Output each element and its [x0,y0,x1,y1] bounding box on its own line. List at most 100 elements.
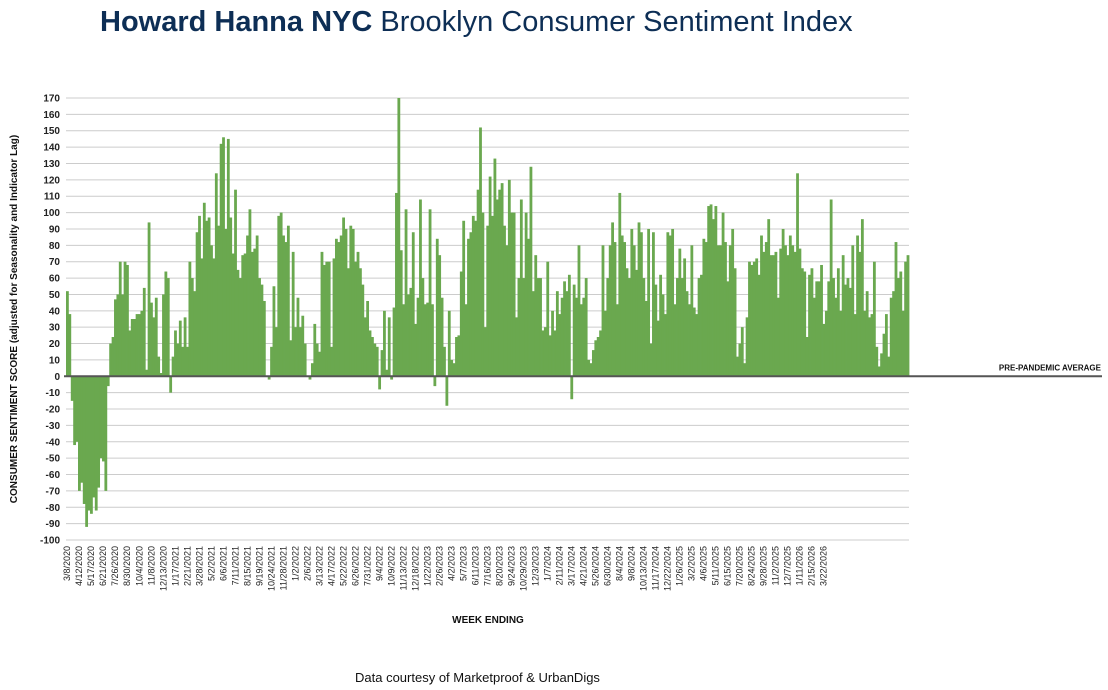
bar [558,314,562,377]
bar [366,300,370,377]
bar [87,376,91,511]
bar [757,274,761,377]
bar [531,291,535,377]
bar [760,235,763,377]
bar [640,232,643,377]
bar [301,315,305,377]
bar [546,261,550,377]
bar [279,212,283,377]
bar [505,245,509,377]
x-tick-label: 6/15/2025 [723,546,733,586]
bar [625,268,629,377]
bar [603,310,607,377]
bar [195,232,199,377]
x-tick-label: 8/15/2021 [242,546,252,586]
bar [805,337,809,377]
y-tick-label: 100 [43,208,60,219]
bar [702,238,706,377]
bar [327,261,331,377]
bar [491,215,494,377]
bar [282,235,285,377]
bar [539,278,542,377]
bar [176,343,180,377]
x-tick-label: 11/2/2025 [771,546,781,585]
bar [464,304,468,377]
x-tick-label: 10/13/2024 [639,546,649,591]
bar [262,300,266,377]
bar [236,269,240,377]
y-tick-label: 50 [49,290,61,301]
bar [344,228,348,377]
bar [817,281,821,377]
bar [126,264,129,377]
bar [181,346,185,377]
y-tick-label: -20 [46,405,61,416]
bar [73,376,77,446]
bar [769,255,773,377]
bar [114,299,117,377]
bar [572,284,576,377]
bar [716,245,720,377]
bar [433,376,437,387]
bar [500,183,504,377]
bar [438,255,442,377]
bar [395,192,398,377]
y-tick-label: -10 [46,388,61,399]
bar [632,245,636,377]
bar [543,327,547,377]
bar [431,304,434,377]
y-tick-label: 0 [54,372,60,383]
x-tick-label: 7/11/2021 [230,546,240,585]
x-axis-title: WEEK ENDING [452,615,524,626]
bar [248,209,252,377]
bar [541,330,545,377]
bar [901,310,905,377]
bar [445,376,449,406]
y-tick-label: 120 [43,175,60,186]
bar [591,350,595,377]
bar [99,376,103,459]
x-tick-label: 12/22/2024 [663,546,673,591]
bar [310,363,314,377]
bar [548,335,552,377]
bar [611,222,614,377]
y-tick-label: 160 [43,110,60,121]
bar [555,291,559,377]
bar [164,271,168,377]
bar [133,319,137,377]
bar [582,297,586,377]
bar [791,245,795,377]
bar [479,127,482,377]
bar [644,300,648,377]
bar [250,251,254,377]
bar [140,310,144,377]
chart-title: Howard Hanna NYC Brooklyn Consumer Senti… [100,6,853,39]
bar [635,269,639,377]
bar [659,274,663,377]
bar [836,268,840,377]
bar [397,98,401,377]
bar [104,376,108,491]
bar [608,245,612,377]
bar [145,369,149,377]
bar [565,291,569,377]
bar [495,199,499,377]
bar [298,327,302,377]
bar [846,278,850,377]
x-tick-label: 2/26/2023 [435,546,445,586]
bar [330,346,333,377]
bar [726,281,730,377]
bar [210,245,213,377]
bar [750,264,754,377]
bar [649,343,653,377]
bar [294,327,297,377]
bar [90,376,93,514]
bar [700,274,703,377]
bar [822,323,826,377]
bar [440,297,444,377]
bar [286,225,290,377]
bar [142,287,146,377]
x-tick-label: 5/26/2024 [591,546,601,586]
bar [519,199,523,377]
bar [178,320,182,377]
